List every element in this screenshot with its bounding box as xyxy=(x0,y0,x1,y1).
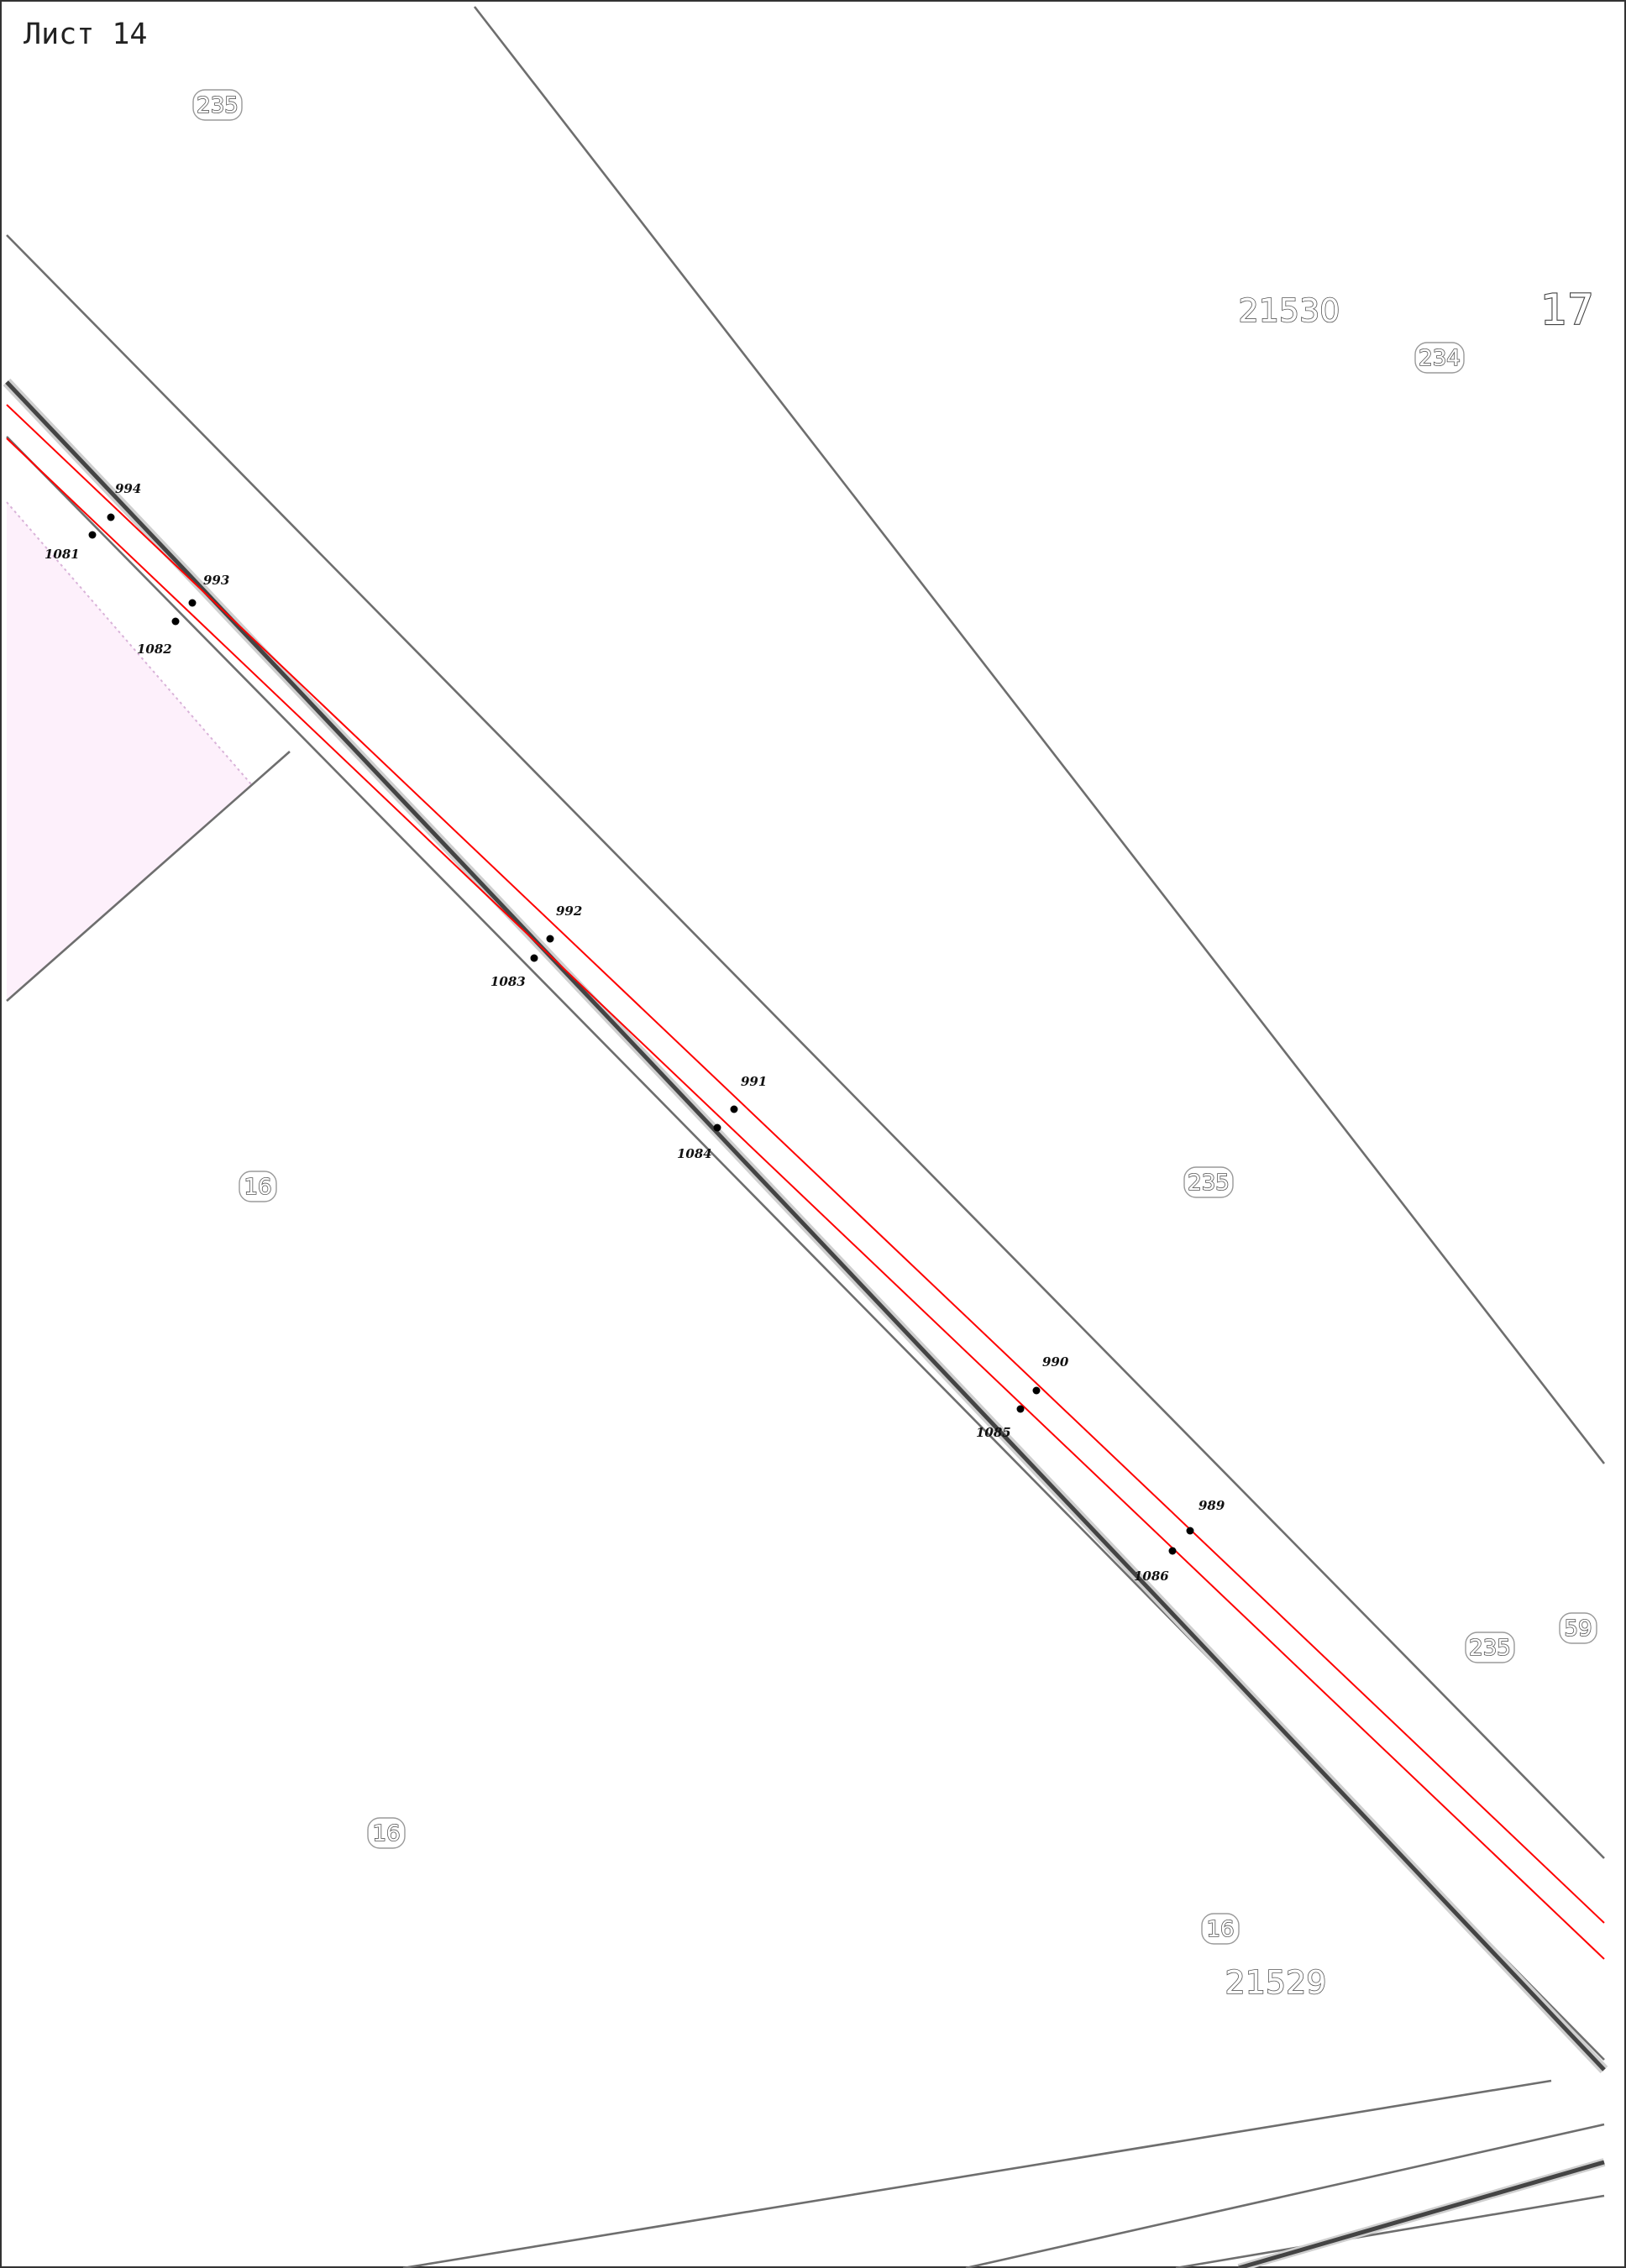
highlighted-zone xyxy=(7,502,252,999)
parcel-number: 16 xyxy=(244,1175,271,1200)
point-label: 990 xyxy=(1042,1354,1069,1370)
point-label: 1084 xyxy=(677,1146,712,1161)
route-lines xyxy=(6,404,1605,1960)
point-marker xyxy=(1016,1405,1025,1413)
parcel-badge-59 xyxy=(1559,1612,1597,1644)
parcel-badges: 235 234 235 16 235 59 16 16 xyxy=(192,89,1597,1945)
point-marker xyxy=(188,599,197,607)
parcel-number: 235 xyxy=(197,93,239,118)
point-marker xyxy=(88,531,97,539)
point-label: 1081 xyxy=(45,547,80,562)
parcel-number: 235 xyxy=(1469,1636,1511,1661)
cadastral-number-21529: 21529 xyxy=(1225,1964,1327,2001)
point-label: 991 xyxy=(741,1074,767,1089)
road-edge-line xyxy=(1238,2160,1605,2268)
parcel-badge-235-mid xyxy=(1183,1166,1234,1198)
boundary-line xyxy=(1175,2194,1605,2268)
parcel-number: 234 xyxy=(1419,346,1461,371)
parcel-number: 235 xyxy=(1188,1171,1230,1196)
point-marker xyxy=(171,617,180,626)
parcel-badge-235-top xyxy=(192,89,243,121)
parcel-badge-234 xyxy=(1414,342,1465,374)
parcel-badge-16-right xyxy=(1201,1913,1240,1945)
point-marker xyxy=(1186,1527,1194,1535)
route-line-lower xyxy=(6,437,1605,1960)
sheet-label: Лист 14 xyxy=(15,15,156,56)
parcel-number: 59 xyxy=(1564,1616,1592,1642)
parcel-number: 16 xyxy=(1206,1917,1234,1942)
cadastral-number-21530: 21530 xyxy=(1239,292,1340,329)
point-marker xyxy=(1168,1547,1177,1555)
boundary-line xyxy=(473,6,1606,1464)
point-label: 1086 xyxy=(1134,1569,1169,1584)
boundary-line xyxy=(6,751,291,1002)
parcel-badge-235-right xyxy=(1465,1632,1515,1663)
point-label: 994 xyxy=(115,481,141,496)
parcel-boundaries xyxy=(6,6,1606,2268)
parcel-badge-16-low xyxy=(367,1817,406,1849)
parcel-badge-16-left xyxy=(239,1171,277,1202)
highlighted-zone-edge xyxy=(6,501,253,786)
cadastral-quarter-17: 17 xyxy=(1540,285,1594,334)
parcel-number: 16 xyxy=(372,1821,400,1846)
point-marker xyxy=(530,954,538,962)
point-label: 1083 xyxy=(490,974,526,989)
point-marker xyxy=(1032,1386,1041,1395)
boundary-line xyxy=(6,234,1605,1859)
road-edge-line xyxy=(5,380,1606,2072)
point-label: 993 xyxy=(203,573,229,588)
point-label: 992 xyxy=(556,904,582,919)
boundary-line xyxy=(402,2079,1552,2268)
point-marker xyxy=(107,513,115,521)
point-label: 1082 xyxy=(137,642,172,657)
point-label: 1085 xyxy=(976,1425,1011,1440)
boundary-line xyxy=(965,2123,1605,2268)
point-marker xyxy=(730,1105,738,1113)
point-marker xyxy=(546,935,554,943)
route-line-upper xyxy=(6,404,1605,1924)
point-label: 989 xyxy=(1199,1498,1225,1513)
road-edge xyxy=(3,378,1608,2268)
lower-points: 1081 1082 1083 1084 1085 1086 xyxy=(45,531,1177,1584)
point-marker xyxy=(713,1124,721,1132)
upper-points: 994 993 992 991 990 989 xyxy=(107,481,1225,1535)
